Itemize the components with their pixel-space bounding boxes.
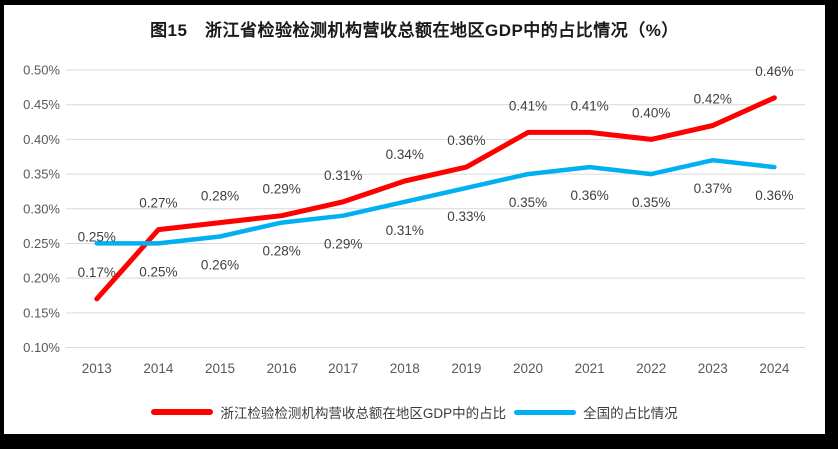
- x-axis-tick-label: 2018: [390, 361, 420, 376]
- y-axis-tick-label: 0.10%: [23, 340, 60, 355]
- data-label: 0.25%: [139, 264, 177, 279]
- data-label: 0.28%: [262, 244, 300, 259]
- legend-label-national: 全国的占比情况: [583, 406, 678, 421]
- y-axis-tick-label: 0.45%: [23, 97, 60, 112]
- data-label: 0.31%: [324, 168, 362, 183]
- data-label: 0.40%: [632, 105, 670, 120]
- data-label: 0.41%: [570, 98, 608, 113]
- y-axis-tick-label: 0.35%: [23, 167, 60, 182]
- y-axis-tick-label: 0.25%: [23, 236, 60, 251]
- data-label: 0.31%: [386, 223, 424, 238]
- data-label: 0.46%: [755, 64, 793, 79]
- legend-item-national: 全国的占比情况: [514, 402, 678, 422]
- data-label: 0.29%: [262, 182, 300, 197]
- x-axis-tick-label: 2019: [451, 361, 481, 376]
- x-axis-tick-label: 2023: [698, 361, 728, 376]
- y-axis-tick-label: 0.30%: [23, 201, 60, 216]
- series-line-national: [94, 157, 777, 246]
- data-label: 0.29%: [324, 237, 362, 252]
- data-label: 0.27%: [139, 196, 177, 211]
- data-label: 0.37%: [694, 181, 732, 196]
- x-axis-tick-label: 2022: [636, 361, 666, 376]
- legend-marker-zhejiang-line: [151, 409, 214, 415]
- series-line-zhejiang: [94, 95, 777, 302]
- data-label: 0.36%: [570, 188, 608, 203]
- data-label: 0.33%: [447, 209, 485, 224]
- data-label: 0.26%: [201, 258, 239, 273]
- chart-legend: 浙江检验检测机构营收总额在地区GDP中的占比 全国的占比情况: [4, 402, 825, 422]
- legend-item-zhejiang: 浙江检验检测机构营收总额在地区GDP中的占比: [151, 402, 506, 422]
- y-axis-tick-label: 0.50%: [23, 63, 60, 78]
- x-axis-tick-label: 2014: [143, 361, 174, 376]
- x-axis-tick-label: 2016: [267, 361, 297, 376]
- legend-label-zhejiang: 浙江检验检测机构营收总额在地区GDP中的占比: [220, 406, 507, 421]
- legend-marker-national-line: [514, 409, 577, 415]
- data-label: 0.34%: [386, 147, 424, 162]
- data-label: 0.28%: [201, 189, 239, 204]
- data-label: 0.35%: [632, 195, 670, 210]
- data-label: 0.41%: [509, 98, 547, 113]
- y-axis-tick-label: 0.20%: [23, 271, 60, 286]
- x-axis-tick-label: 2017: [328, 361, 358, 376]
- data-label: 0.35%: [509, 195, 547, 210]
- y-axis-tick-label: 0.40%: [23, 132, 60, 147]
- chart-title: 图15 浙江省检验检测机构营收总额在地区GDP中的占比情况（%）: [150, 21, 679, 40]
- x-axis-tick-label: 2020: [513, 361, 543, 376]
- y-axis-tick-label: 0.15%: [23, 305, 60, 320]
- x-axis-tick-label: 2013: [82, 361, 112, 376]
- x-axis-tick-label: 2015: [205, 361, 235, 376]
- data-label: 0.36%: [755, 188, 793, 203]
- line-chart-canvas: 0.50% 0.45% 0.40% 0.35% 0.30% 0.25% 0.20% 0.15%…: [23, 63, 805, 376]
- data-label: 0.17%: [78, 265, 116, 280]
- data-label: 0.25%: [78, 229, 116, 244]
- data-label: 0.36%: [447, 133, 485, 148]
- x-axis-tick-label: 2021: [575, 361, 605, 376]
- x-axis-tick-label: 2024: [759, 361, 790, 376]
- data-label: 0.42%: [694, 92, 732, 107]
